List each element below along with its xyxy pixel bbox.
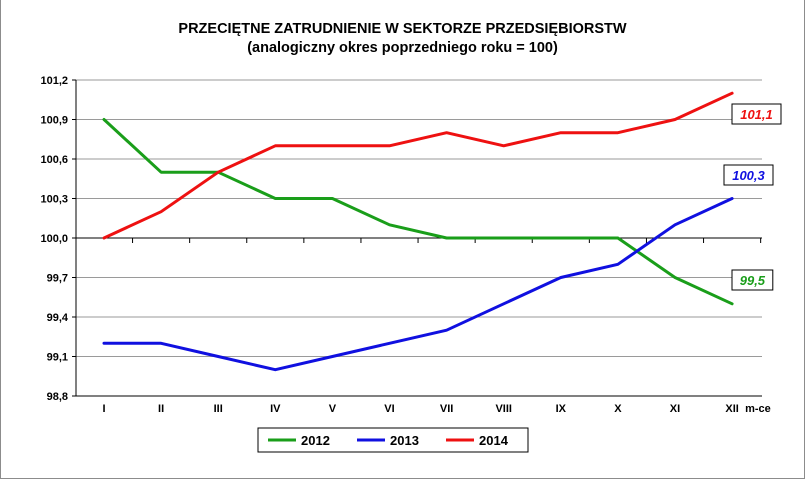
series-line-2012: [102, 118, 734, 306]
x-tick-label: X: [614, 403, 622, 415]
x-tick-label: VI: [384, 403, 394, 415]
end-label-2013: 100,3: [732, 168, 765, 183]
y-tick-label: 100,0: [40, 233, 68, 245]
legend-label-2014: 2014: [479, 433, 509, 448]
end-label-box-2012: [731, 269, 774, 291]
y-tick-label: 99,7: [47, 273, 68, 285]
y-tick-label: 99,4: [47, 312, 69, 324]
y-tick-label: 99,1: [47, 352, 68, 364]
series-line-2014: [102, 91, 734, 240]
x-tick-label: IV: [270, 403, 281, 415]
y-axis-ticks: 98,8 99,1 99,4 99,7 100,0 100,3 100,6 100,9 101,…: [40, 75, 76, 403]
y-tick-label: 100,6: [40, 154, 68, 166]
legend-label-2013: 2013: [390, 433, 419, 448]
chart-subtitle: (analogiczny okres poprzedniego roku = 1…: [247, 40, 558, 56]
end-labels: 99,5 100,3 101,1: [723, 103, 782, 291]
legend: 2012 2013 2014: [257, 427, 529, 453]
chart-title-block: PRZECIĘTNE ZATRUDNIENIE W SEKTORZE PRZED…: [0, 20, 805, 58]
x-tick-label: XII: [725, 403, 738, 415]
chart-title: PRZECIĘTNE ZATRUDNIENIE W SEKTORZE PRZED…: [178, 21, 627, 37]
x-tick-label: V: [329, 403, 337, 415]
x-axis-label: m-ce: [745, 403, 771, 415]
x-tick-label: IX: [556, 403, 567, 415]
end-label-box-2013: [723, 164, 774, 186]
y-tick-label: 98,8: [47, 391, 68, 403]
end-label-2012: 99,5: [740, 273, 766, 288]
x-tick-label: III: [214, 403, 223, 415]
x-axis-ticks: I II III IV V VI VII VIII IX X XI XII m-ce: [75, 238, 771, 415]
x-tick-label: VIII: [495, 403, 512, 415]
x-tick-label: II: [158, 403, 164, 415]
y-tick-label: 101,2: [40, 75, 68, 87]
end-label-2014: 101,1: [740, 107, 773, 122]
legend-box: [257, 427, 529, 453]
y-tick-label: 100,3: [40, 194, 68, 206]
x-tick-label: XI: [670, 403, 680, 415]
y-tick-label: 100,9: [40, 115, 68, 127]
x-tick-label: VII: [440, 403, 453, 415]
x-tick-label: I: [102, 403, 105, 415]
series-lines: [102, 91, 734, 372]
gridlines: [76, 79, 762, 357]
end-label-box-2014: [731, 103, 782, 125]
legend-label-2012: 2012: [301, 433, 330, 448]
series-line-2013: [102, 197, 734, 372]
